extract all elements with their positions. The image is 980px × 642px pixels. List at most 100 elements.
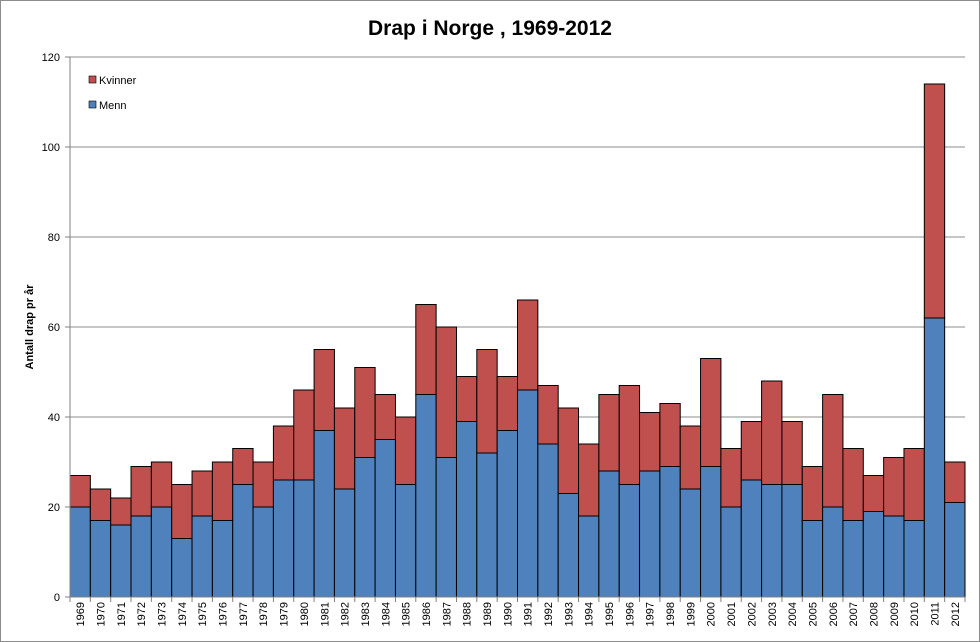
bar-kvinner-1974 (171, 484, 193, 539)
bar-kvinner-1981 (313, 349, 335, 431)
bar-kvinner-2004 (781, 421, 803, 485)
bar-kvinner-1975 (191, 470, 213, 517)
bar-menn-1978 (252, 506, 274, 598)
x-tick-label: 1986 (421, 602, 433, 626)
x-tick-label: 1989 (482, 602, 494, 626)
bar-kvinner-1978 (252, 461, 274, 508)
bar-kvinner-2003 (761, 380, 783, 485)
x-tick-label: 1987 (441, 602, 453, 626)
x-tick-label: 1995 (604, 602, 616, 626)
x-tick-label: 1972 (136, 602, 148, 626)
x-tick-label: 1970 (96, 602, 108, 626)
legend-swatch-kvinner (88, 75, 97, 84)
bar-kvinner-1989 (476, 349, 498, 454)
bar-kvinner-2002 (740, 421, 763, 481)
x-tick-label: 1978 (258, 602, 270, 626)
bar-kvinner-2000 (700, 358, 722, 467)
bar-kvinner-2006 (822, 394, 844, 508)
x-tick-label: 1971 (116, 602, 128, 626)
bar-menn-1985 (394, 484, 417, 598)
bar-menn-1990 (496, 430, 518, 598)
x-tick-label: 1997 (645, 602, 657, 626)
x-tick-label: 1984 (380, 602, 392, 626)
bar-menn-2007 (842, 520, 864, 598)
bar-menn-2006 (822, 506, 844, 598)
x-tick-label: 1988 (462, 602, 474, 626)
x-tick-label: 1975 (197, 602, 209, 626)
x-tick-label: 2003 (767, 602, 779, 626)
bar-menn-1996 (618, 484, 641, 598)
x-tick-label: 1985 (401, 602, 413, 626)
x-tick-label: 2012 (950, 602, 962, 626)
bar-menn-2012 (944, 502, 966, 598)
bar-menn-2005 (801, 520, 824, 598)
bar-kvinner-2009 (883, 457, 905, 517)
y-tick-label: 60 (48, 322, 60, 334)
x-tick-label: 1990 (502, 602, 514, 626)
y-tick-label: 100 (42, 142, 60, 154)
bar-menn-2000 (700, 466, 722, 598)
bar-menn-1971 (110, 524, 132, 598)
bar-menn-1987 (435, 457, 457, 598)
bar-kvinner-1998 (659, 403, 681, 467)
bar-kvinner-1983 (354, 367, 376, 458)
bar-kvinner-1987 (435, 326, 457, 458)
x-tick-label: 1992 (543, 602, 555, 626)
bar-menn-1992 (537, 443, 559, 598)
x-tick-label: 2006 (828, 602, 840, 626)
y-axis-label: Antall drap pr år (24, 284, 36, 370)
bar-kvinner-1972 (130, 466, 152, 517)
y-tick-label: 40 (48, 412, 60, 424)
x-tick-label: 1993 (563, 602, 575, 626)
bar-kvinner-2007 (842, 448, 864, 521)
bar-menn-1998 (659, 466, 681, 598)
x-tick-label: 1980 (299, 602, 311, 626)
bar-kvinner-1979 (272, 425, 295, 481)
x-tick-label: 1979 (279, 602, 291, 626)
y-tick-label: 20 (48, 502, 60, 514)
legend-label-kvinner: Kvinner (99, 75, 137, 87)
x-tick-label: 1991 (523, 602, 535, 626)
x-tick-label: 1994 (584, 602, 596, 626)
x-tick-label: 2009 (889, 602, 901, 626)
x-tick-label: 1982 (340, 602, 352, 626)
bar-menn-1988 (455, 421, 478, 598)
x-tick-label: 1977 (238, 602, 250, 626)
x-tick-label: 1981 (319, 602, 331, 626)
bar-menn-2002 (740, 479, 763, 598)
bar-menn-2011 (923, 317, 946, 598)
x-tick-labels: 1969 1970 1971 1972 1973 1974 1975 1976 1977 1978… (75, 602, 962, 626)
bar-kvinner-2012 (944, 461, 966, 503)
bar-menn-2003 (761, 484, 783, 598)
bar-kvinner-1977 (232, 448, 254, 485)
y-tick-labels: 0 20 40 60 80 100 120 (42, 52, 60, 604)
bar-menn-1977 (232, 484, 254, 598)
bar-menn-1975 (191, 515, 213, 598)
x-tick-label: 1969 (75, 602, 87, 626)
bar-menn-2001 (720, 506, 742, 598)
bar-kvinner-1999 (679, 425, 702, 490)
bar-menn-1979 (272, 479, 295, 598)
bar-kvinner-1971 (110, 497, 132, 526)
x-tick-label: 1998 (665, 602, 677, 626)
bar-menn-1993 (557, 493, 580, 598)
bar-kvinner-1980 (293, 389, 315, 481)
bar-menn-1969 (69, 506, 91, 598)
x-tick-label: 2008 (868, 602, 880, 626)
legend: Kvinner Menn (88, 75, 137, 112)
x-tick-label: 2011 (929, 602, 941, 626)
x-tick-label: 2000 (706, 602, 718, 626)
x-tick-label: 2005 (807, 602, 819, 626)
bar-kvinner-1990 (496, 376, 518, 431)
bar-menn-1984 (374, 439, 396, 598)
chart-title: Drap i Norge , 1969-2012 (368, 17, 612, 40)
bar-kvinner-1997 (639, 412, 661, 472)
bar-menn-1999 (679, 488, 702, 598)
bar-kvinner-1973 (150, 461, 173, 508)
x-tick-label: 2002 (746, 602, 758, 626)
bar-menn-1970 (89, 520, 112, 598)
bar-kvinner-2001 (720, 448, 742, 508)
bar-menn-1997 (639, 470, 661, 598)
